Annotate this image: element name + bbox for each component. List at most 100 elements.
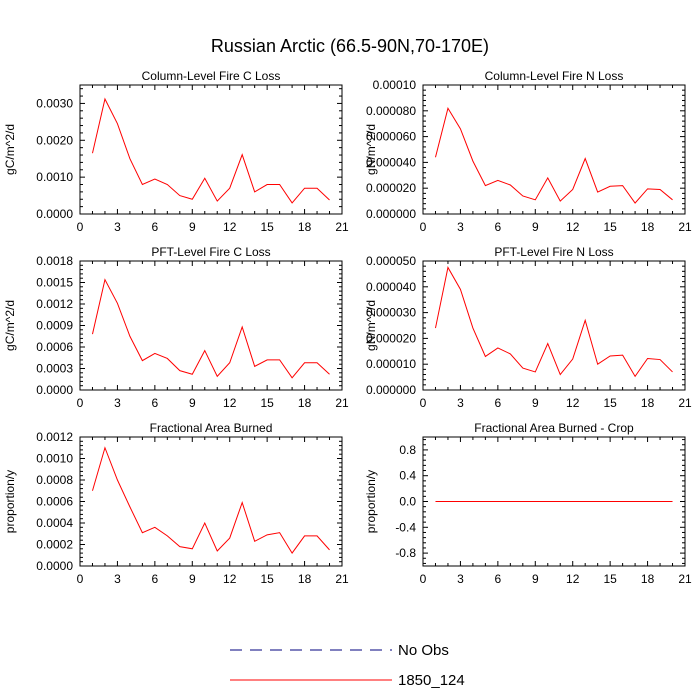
panel-title: PFT-Level Fire C Loss <box>151 245 270 259</box>
y-tick-label: 0.000040 <box>366 280 416 294</box>
plot-frame <box>79 84 343 215</box>
x-tick-label: 15 <box>260 396 274 410</box>
y-tick-label: 0.000000 <box>366 207 416 221</box>
y-tick-label: 0.000000 <box>366 383 416 397</box>
y-tick-label: -0.4 <box>395 520 416 534</box>
plot-frame <box>79 260 343 391</box>
y-tick-label: 0.0006 <box>36 340 73 354</box>
x-tick-label: 21 <box>678 220 692 234</box>
plot-frame <box>422 260 686 391</box>
x-tick-label: 6 <box>152 396 159 410</box>
y-axis-label: gN/m^2/d <box>364 300 378 351</box>
y-tick-label: 0.0 <box>399 495 416 509</box>
series-line-1850-124 <box>434 106 673 204</box>
x-tick-label: 18 <box>298 220 312 234</box>
y-tick-label: 0.0009 <box>36 319 73 333</box>
y-tick-label: 0.0030 <box>36 96 73 110</box>
y-tick-label: 0.0018 <box>36 254 73 268</box>
y-axis-label: gN/m^2/d <box>364 124 378 175</box>
plot-frame <box>422 84 686 215</box>
series-line-1850-124 <box>91 278 330 379</box>
x-tick-label: 0 <box>77 396 84 410</box>
x-tick-label: 15 <box>260 220 274 234</box>
x-tick-label: 0 <box>420 572 427 586</box>
x-tick-label: 6 <box>495 396 502 410</box>
y-tick-label: -0.8 <box>395 546 416 560</box>
y-tick-label: 0.000010 <box>366 357 416 371</box>
x-tick-label: 18 <box>641 220 655 234</box>
x-tick-label: 3 <box>457 572 464 586</box>
x-tick-label: 18 <box>641 572 655 586</box>
x-tick-label: 3 <box>114 572 121 586</box>
x-tick-label: 12 <box>566 220 580 234</box>
legend: No Obs 1850_124 <box>230 642 465 689</box>
y-tick-label: 0.0010 <box>36 452 73 466</box>
x-tick-label: 15 <box>603 396 617 410</box>
x-tick-label: 15 <box>603 572 617 586</box>
y-tick-label: 0.0008 <box>36 473 73 487</box>
y-tick-label: 0.000080 <box>366 104 416 118</box>
y-tick-label: 0.0002 <box>36 538 73 552</box>
plot-frame <box>79 436 343 567</box>
y-tick-label: 0.8 <box>399 443 416 457</box>
panel-title: Fractional Area Burned <box>150 421 273 435</box>
x-tick-label: 9 <box>532 220 539 234</box>
x-tick-label: 21 <box>335 396 349 410</box>
x-tick-label: 9 <box>189 220 196 234</box>
series-line-1850-124 <box>434 266 673 378</box>
panel-title: PFT-Level Fire N Loss <box>494 245 613 259</box>
x-tick-label: 6 <box>152 220 159 234</box>
y-tick-label: 0.0000 <box>36 383 73 397</box>
panels-group: Column-Level Fire C Loss gC/m^2/d 0 3 6 9 12 15… <box>3 69 692 586</box>
y-tick-label: 0.0012 <box>36 430 73 444</box>
x-tick-label: 0 <box>420 220 427 234</box>
x-tick-label: 9 <box>189 572 196 586</box>
y-tick-label: 0.000020 <box>366 181 416 195</box>
y-tick-label: 0.00010 <box>373 78 417 92</box>
x-tick-label: 3 <box>114 396 121 410</box>
y-tick-label: 0.000040 <box>366 155 416 169</box>
panel-5: Fractional Area Burned proportion/y 0 3 6 9 12… <box>3 421 349 586</box>
series-line-1850-124 <box>91 446 330 555</box>
x-tick-label: 9 <box>189 396 196 410</box>
x-tick-label: 6 <box>152 572 159 586</box>
panel-2: Column-Level Fire N Loss gN/m^2/d 0 3 6 9 12 15… <box>364 69 692 234</box>
y-tick-label: 0.000020 <box>366 331 416 345</box>
x-tick-label: 9 <box>532 396 539 410</box>
y-axis-label: proportion/y <box>364 470 378 533</box>
panel-6: Fractional Area Burned - Crop proportion/… <box>364 421 692 586</box>
x-tick-label: 3 <box>114 220 121 234</box>
x-tick-label: 18 <box>298 572 312 586</box>
x-tick-label: 6 <box>495 572 502 586</box>
y-axis-label: gC/m^2/d <box>3 124 17 175</box>
panel-title: Column-Level Fire C Loss <box>142 69 281 83</box>
x-tick-label: 12 <box>566 396 580 410</box>
panel-title: Column-Level Fire N Loss <box>485 69 624 83</box>
x-tick-label: 15 <box>603 220 617 234</box>
x-tick-label: 15 <box>260 572 274 586</box>
x-tick-label: 0 <box>77 572 84 586</box>
x-tick-label: 9 <box>532 572 539 586</box>
series-line-1850-124 <box>91 97 330 204</box>
legend-model-label: 1850_124 <box>398 672 465 689</box>
x-tick-label: 18 <box>298 396 312 410</box>
x-tick-label: 0 <box>77 220 84 234</box>
x-tick-label: 3 <box>457 396 464 410</box>
y-axis-label: proportion/y <box>3 470 17 533</box>
y-tick-label: 0.0000 <box>36 207 73 221</box>
x-tick-label: 0 <box>420 396 427 410</box>
y-tick-label: 0.4 <box>399 469 416 483</box>
y-tick-label: 0.0000 <box>36 559 73 573</box>
x-tick-label: 21 <box>335 572 349 586</box>
x-tick-label: 21 <box>335 220 349 234</box>
y-tick-label: 0.0003 <box>36 362 73 376</box>
panel-3: PFT-Level Fire C Loss gC/m^2/d 0 3 6 9 12 15 18 2… <box>3 245 349 410</box>
legend-obs-label: No Obs <box>398 642 449 659</box>
x-tick-label: 6 <box>495 220 502 234</box>
panel-1: Column-Level Fire C Loss gC/m^2/d 0 3 6 9 12 15… <box>3 69 349 234</box>
figure-title: Russian Arctic (66.5-90N,70-170E) <box>211 36 489 56</box>
panel-4: PFT-Level Fire N Loss gN/m^2/d 0 3 6 9 12 15 18 2… <box>364 245 692 410</box>
x-tick-label: 12 <box>223 572 237 586</box>
x-tick-label: 21 <box>678 572 692 586</box>
